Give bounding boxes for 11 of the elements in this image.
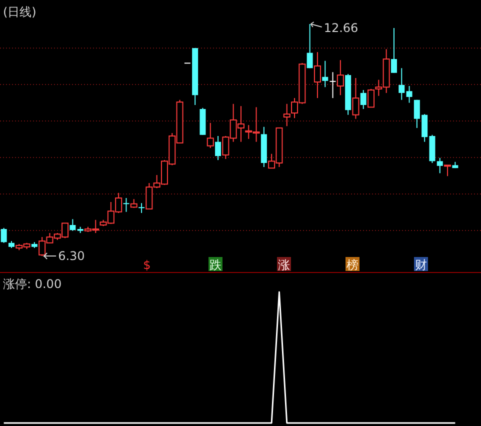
title: 涨停: 0.00 — [3, 277, 62, 291]
annotation: 6.30 — [58, 249, 85, 263]
event-marker: 榜 — [346, 257, 360, 272]
event-marker: 财 — [414, 257, 428, 272]
title: (日线) — [3, 5, 36, 19]
event-marker: $ — [143, 258, 151, 272]
annotation: 12.66 — [324, 21, 358, 35]
event-marker: 跌 — [208, 257, 222, 272]
annotation: 6.30 — [42, 249, 85, 263]
annotation: 12.66 — [310, 21, 358, 35]
event-marker: 涨 — [277, 257, 291, 272]
